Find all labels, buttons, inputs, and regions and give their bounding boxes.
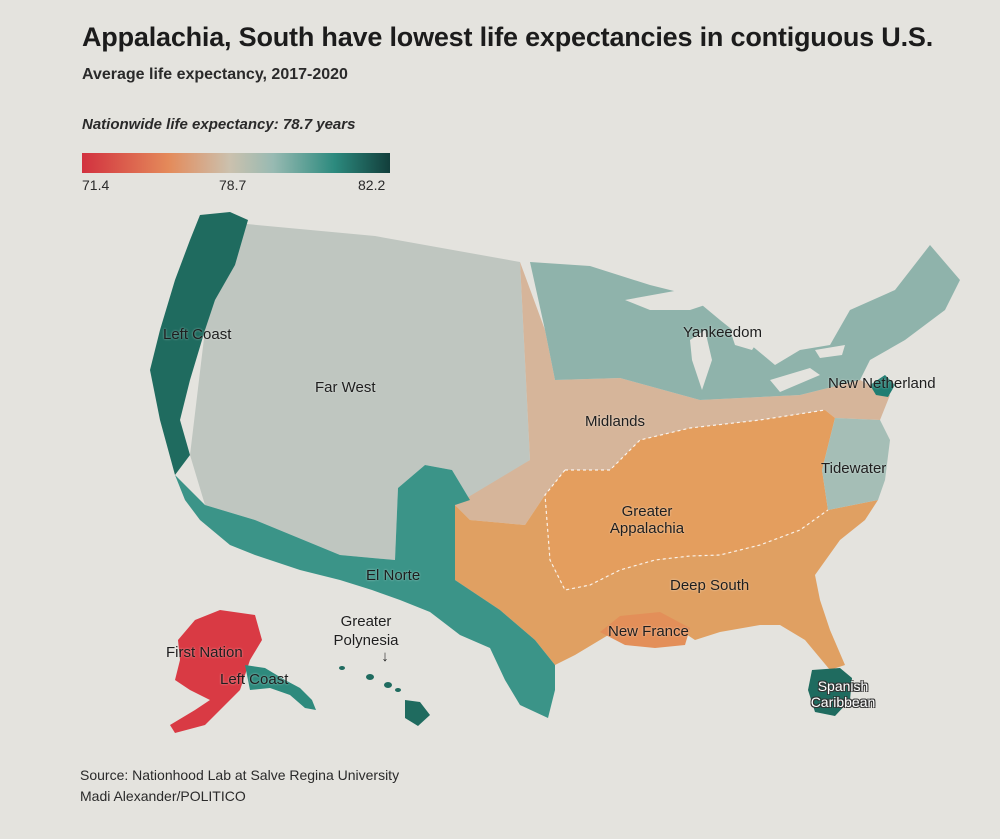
region-midlands [455, 262, 890, 525]
chart-subtitle: Average life expectancy, 2017-2020 [82, 66, 348, 83]
region-alaska-left-coast [245, 665, 316, 710]
legend-mid-label: 78.7 [219, 177, 247, 193]
region-new-france [600, 612, 690, 648]
down-arrow-icon: ↓ [381, 648, 389, 665]
chart-title: Appalachia, South have lowest life expec… [82, 22, 933, 52]
label-left-coast: Left Coast [163, 326, 232, 343]
region-left-coast [150, 212, 248, 475]
region-tidewater [822, 418, 890, 510]
nationwide-note: Nationwide life expectancy: 78.7 years [82, 116, 356, 133]
region-greater-appalachia [545, 410, 835, 590]
label-far-west: Far West [315, 379, 376, 396]
legend-min-label: 71.4 [82, 177, 110, 193]
source-credit: Source: Nationhood Lab at Salve Regina U… [80, 767, 400, 804]
region-first-nation [170, 610, 262, 733]
label-new-netherland: New Netherland [828, 375, 936, 392]
legend-max-label: 82.2 [358, 177, 386, 193]
label-greater-polynesia: Greater Polynesia ↓ [333, 613, 399, 665]
great-lakes [625, 290, 845, 392]
label-midlands: Midlands [585, 413, 646, 430]
label-first-nation: First Nation [166, 644, 243, 661]
region-yankeedom [530, 245, 960, 400]
label-spanish-caribbean: Spanish Caribbean [810, 678, 876, 710]
label-deep-south: Deep South [670, 577, 750, 594]
label-el-norte: El Norte [366, 567, 421, 584]
region-deep-south [455, 495, 878, 670]
region-el-norte [175, 465, 555, 718]
label-yankeedom: Yankeedom [683, 324, 762, 341]
region-greater-polynesia [339, 666, 430, 726]
label-new-france: New France [608, 623, 689, 640]
region-spanish-caribbean [808, 668, 852, 716]
label-greater-appalachia: Greater Appalachia [609, 503, 685, 537]
label-alaska-left-coast: Left Coast [220, 671, 289, 688]
region-new-netherland [870, 375, 895, 397]
region-far-west [190, 222, 530, 560]
legend-color-scale [82, 153, 390, 173]
region-borders [544, 409, 829, 591]
label-tidewater: Tidewater [821, 460, 887, 477]
